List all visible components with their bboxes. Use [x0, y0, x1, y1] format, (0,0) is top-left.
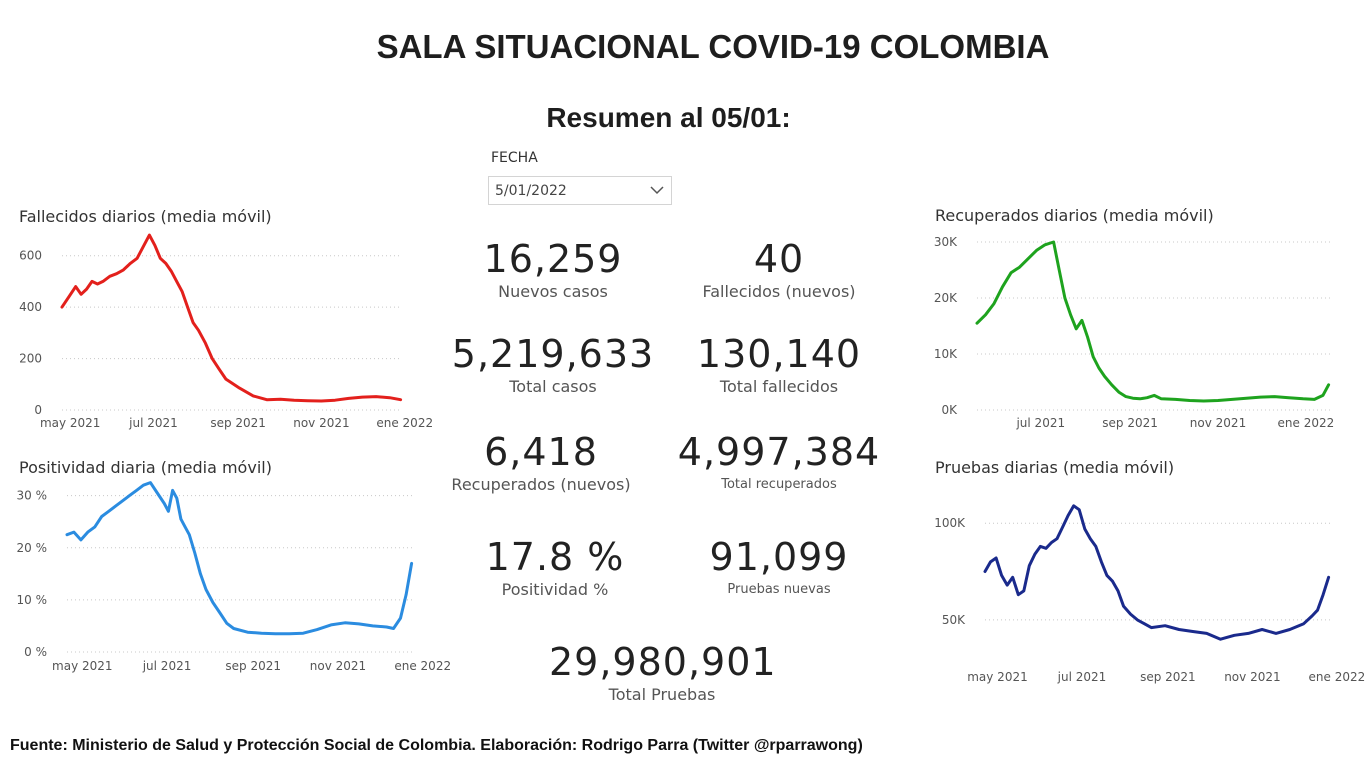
date-slicer-value: 5/01/2022 [495, 183, 567, 199]
kpi-nuevos-casos: 16,259 Nuevos casos [440, 237, 666, 303]
kpi-label: Recuperados (nuevos) [451, 475, 631, 494]
kpi-fallecidos-nuevos: 40 Fallecidos (nuevos) [666, 237, 892, 303]
date-slicer-dropdown[interactable]: 5/01/2022 [488, 176, 672, 205]
chart-title-positividad: Positividad diaria (media móvil) [19, 458, 272, 477]
chart-title-fallecidos: Fallecidos diarios (media móvil) [19, 207, 272, 226]
x-tick-label: nov 2021 [310, 659, 366, 673]
y-tick-label: 200 [19, 352, 42, 366]
kpi-label: Nuevos casos [498, 282, 608, 301]
kpi-total-pruebas: 29,980,901 Total Pruebas [549, 640, 777, 706]
y-tick-label: 50K [942, 613, 966, 627]
chart-title-pruebas: Pruebas diarias (media móvil) [935, 458, 1175, 477]
y-tick-label: 30K [934, 235, 958, 249]
kpi-value: 17.8 % [485, 535, 625, 579]
y-tick-label: 0 [34, 403, 42, 417]
x-tick-label: sep 2021 [1140, 670, 1196, 684]
kpi-label: Fallecidos (nuevos) [702, 282, 856, 301]
chart-recuperados: 0K 10K 20K 30K jul 2021 sep 2021 nov 2021 ene 2… [934, 235, 1335, 430]
kpi-label: Total recuperados [721, 477, 837, 492]
x-tick-label: ene 2022 [376, 416, 433, 430]
kpi-label: Total casos [509, 377, 597, 396]
x-tick-label: jul 2021 [1057, 670, 1107, 684]
x-tick-label: jul 2021 [128, 416, 178, 430]
x-tick-label: nov 2021 [1190, 416, 1246, 430]
series-line [60, 233, 403, 403]
x-tick-label: sep 2021 [210, 416, 266, 430]
kpi-value: 6,418 [484, 430, 598, 474]
kpi-recuperados-nuevos: 6,418 Recuperados (nuevos) [428, 430, 654, 496]
kpi-positividad: 17.8 % Positividad % [442, 535, 668, 601]
kpi-value: 130,140 [696, 332, 862, 376]
y-tick-label: 100K [934, 516, 966, 530]
x-tick-label: ene 2022 [1278, 416, 1335, 430]
kpi-total-fallecidos: 130,140 Total fallecidos [666, 332, 892, 398]
summary-heading: Resumen al 05/01: [546, 102, 791, 133]
kpi-label: Total Pruebas [608, 685, 716, 704]
series-line [983, 504, 1331, 641]
kpi-pruebas-nuevas: 91,099 Pruebas nuevas [666, 535, 892, 601]
y-tick-label: 600 [19, 249, 42, 263]
x-tick-label: nov 2021 [1224, 670, 1280, 684]
y-tick-label: 0 % [24, 645, 47, 659]
kpi-label: Pruebas nuevas [727, 582, 831, 597]
kpi-value: 4,997,384 [677, 430, 881, 474]
chart-title-recuperados: Recuperados diarios (media móvil) [935, 206, 1214, 225]
kpi-total-casos: 5,219,633 Total casos [440, 332, 666, 398]
kpi-label: Total fallecidos [719, 377, 839, 396]
y-tick-label: 0K [941, 403, 958, 417]
x-tick-label: sep 2021 [225, 659, 281, 673]
x-tick-label: may 2021 [52, 659, 113, 673]
y-tick-label: 10 % [17, 593, 48, 607]
x-tick-label: nov 2021 [293, 416, 349, 430]
dashboard-title: SALA SITUACIONAL COVID-19 COLOMBIA [376, 28, 1050, 65]
x-tick-label: jul 2021 [142, 659, 192, 673]
series-line [975, 240, 1331, 403]
kpi-label: Positividad % [501, 580, 609, 599]
x-tick-label: may 2021 [40, 416, 101, 430]
series-line [65, 481, 414, 636]
y-tick-label: 20K [934, 291, 958, 305]
x-tick-label: may 2021 [967, 670, 1028, 684]
y-tick-label: 30 % [17, 489, 48, 503]
x-tick-label: sep 2021 [1102, 416, 1158, 430]
x-tick-label: ene 2022 [394, 659, 451, 673]
y-tick-label: 400 [19, 300, 42, 314]
kpi-value: 29,980,901 [549, 640, 777, 684]
kpi-value: 91,099 [709, 535, 849, 579]
chart-fallecidos: 0 200 400 600 may 2021 jul 2021 sep 2021 nov 20… [19, 233, 433, 430]
x-tick-label: ene 2022 [1309, 670, 1366, 684]
source-footer: Fuente: Ministerio de Salud y Protección… [10, 737, 863, 754]
x-tick-label: jul 2021 [1015, 416, 1065, 430]
date-slicer-label: FECHA [491, 150, 538, 166]
chart-positividad: 0 % 10 % 20 % 30 % may 2021 jul 2021 sep 2021 n… [17, 481, 451, 673]
kpi-value: 40 [753, 237, 805, 281]
y-tick-label: 20 % [17, 541, 48, 555]
kpi-total-recuperados: 4,997,384 Total recuperados [666, 430, 892, 496]
chevron-down-icon [650, 186, 664, 195]
kpi-value: 16,259 [483, 237, 623, 281]
y-tick-label: 10K [934, 347, 958, 361]
kpi-value: 5,219,633 [451, 332, 655, 376]
chart-pruebas: 50K 100K may 2021 jul 2021 sep 2021 nov 2021 e… [934, 504, 1365, 684]
